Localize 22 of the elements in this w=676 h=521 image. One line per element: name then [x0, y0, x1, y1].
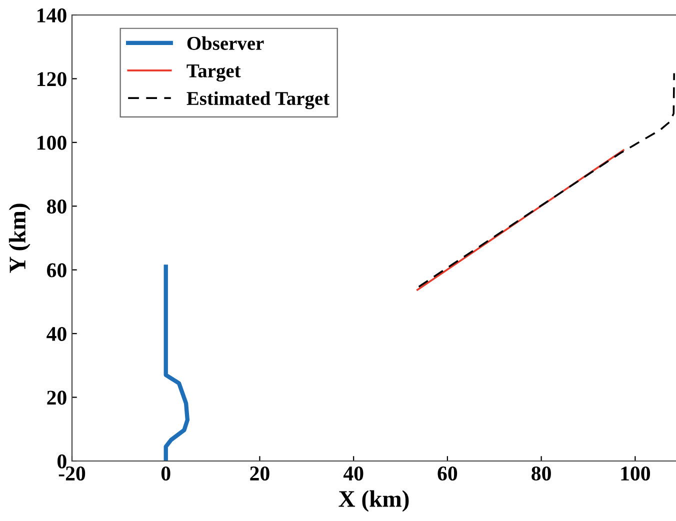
y-tick-label: 20 — [47, 390, 66, 405]
legend-label: Target — [186, 64, 241, 82]
y-tick-label: 40 — [46, 326, 66, 342]
x-tick-label: 80 — [532, 466, 551, 481]
x-tick-label: 0 — [161, 466, 170, 481]
x-axis-title: X (km) — [338, 490, 409, 512]
x-tick-label: 100 — [621, 466, 650, 481]
y-tick-label: 80 — [47, 200, 66, 214]
legend-label: Observer — [187, 36, 264, 50]
x-tick-label: -20 — [58, 466, 86, 481]
line-series — [418, 72, 676, 288]
y-axis-title: Y (km) — [8, 204, 30, 273]
line-series — [164, 264, 190, 461]
y-tick-label: 0 — [58, 454, 66, 468]
x-tick-label: 40 — [343, 466, 364, 481]
x-tick-label: 60 — [438, 466, 458, 481]
y-tick-label: 100 — [38, 136, 66, 150]
y-tick-label: 120 — [38, 72, 66, 86]
legend-label: Estimated Target — [186, 91, 330, 110]
y-tick-label: 140 — [38, 8, 66, 22]
x-tick-label: 20 — [250, 466, 270, 481]
y-tick-label: 60 — [47, 263, 66, 278]
